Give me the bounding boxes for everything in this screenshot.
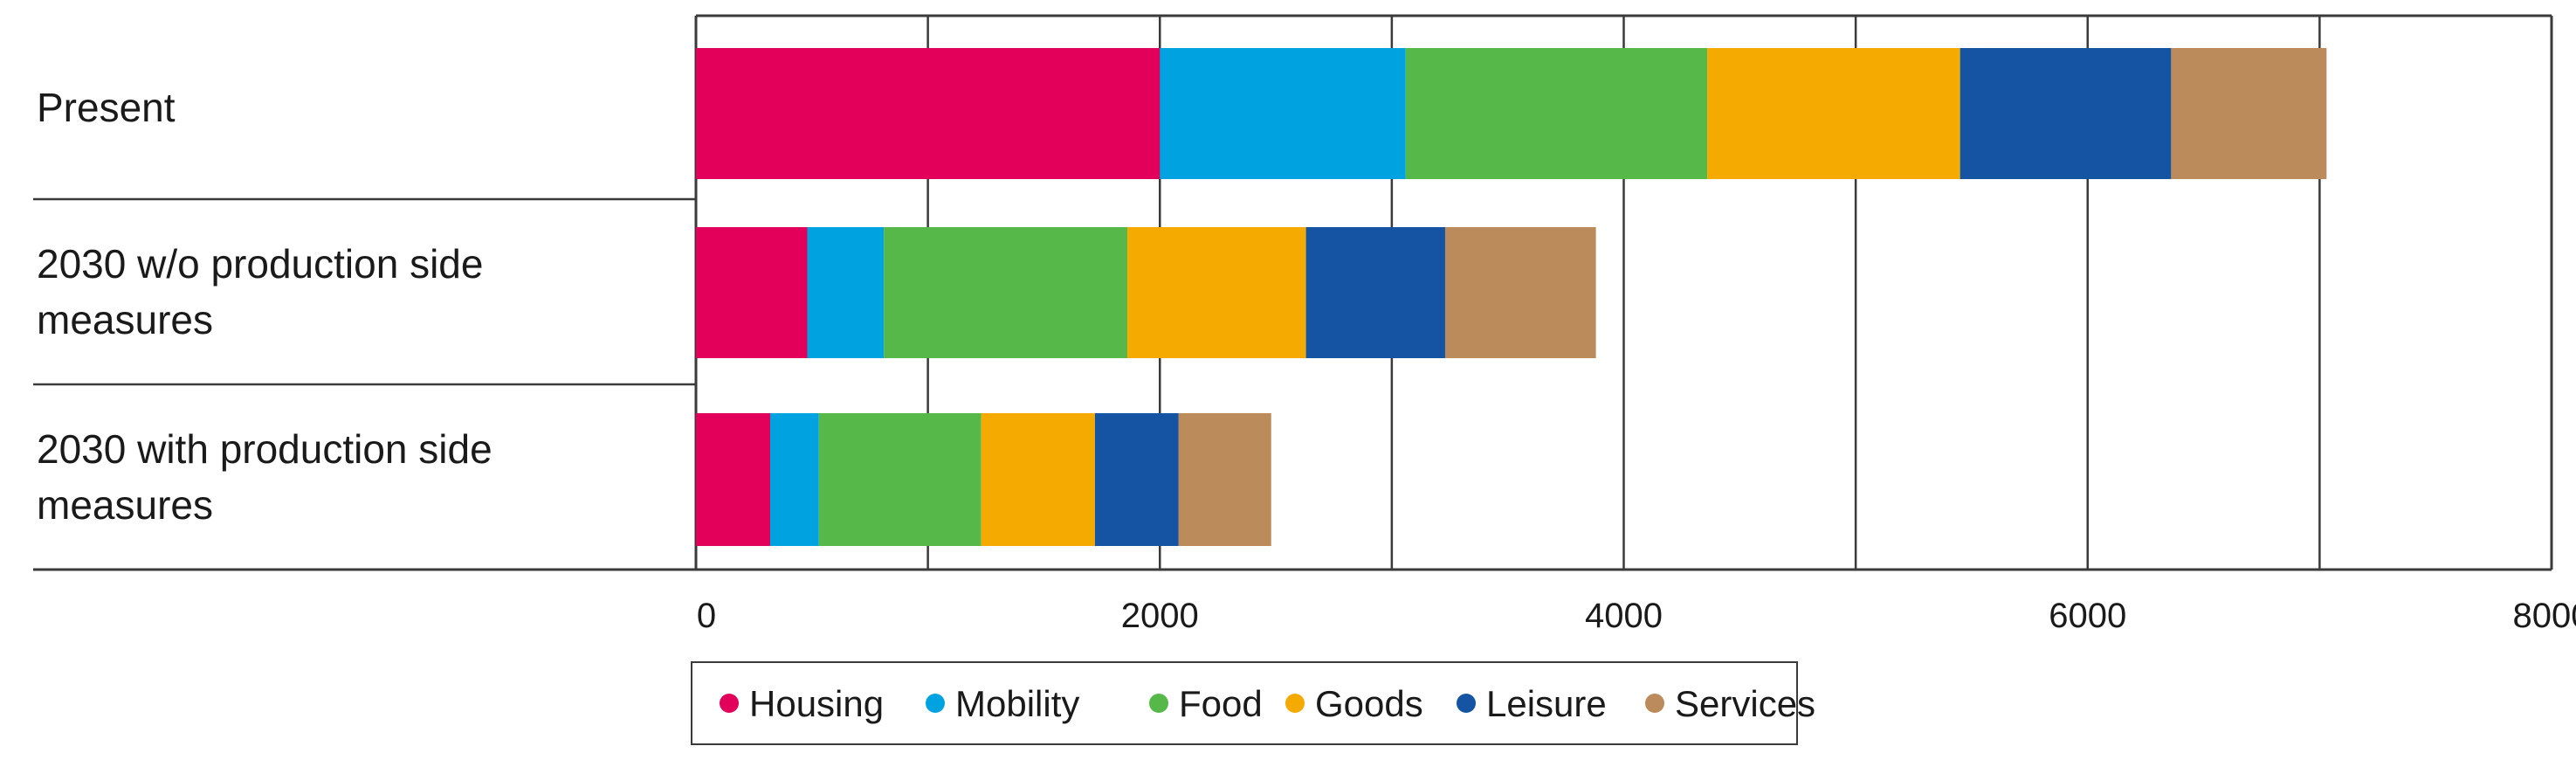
bar-food bbox=[818, 413, 981, 546]
bar-services bbox=[1178, 413, 1271, 546]
bar-services bbox=[2171, 48, 2327, 179]
legend-swatch-housing bbox=[720, 694, 739, 713]
legend-swatch-goods bbox=[1285, 694, 1305, 713]
legend-label-housing: Housing bbox=[749, 683, 884, 724]
bar-leisure bbox=[1305, 227, 1445, 358]
legend-label-mobility: Mobility bbox=[955, 683, 1079, 724]
bar-food bbox=[884, 227, 1128, 358]
legend bbox=[691, 661, 1798, 745]
bar-housing bbox=[696, 227, 808, 358]
legend-label-leisure: Leisure bbox=[1486, 683, 1607, 724]
bar-goods bbox=[1127, 227, 1306, 358]
bar-mobility bbox=[1160, 48, 1406, 179]
bar-goods bbox=[981, 413, 1095, 546]
legend-swatch-services bbox=[1645, 694, 1664, 713]
bar-housing bbox=[696, 48, 1161, 179]
category-label: 2030 with production side measures bbox=[37, 426, 492, 528]
tick-label: 0 bbox=[697, 597, 716, 635]
category-label: 2030 w/o production side measures bbox=[37, 241, 483, 342]
bar-leisure bbox=[1094, 413, 1179, 546]
legend-swatch-leisure bbox=[1457, 694, 1476, 713]
bar-food bbox=[1405, 48, 1708, 179]
bar-mobility bbox=[807, 227, 885, 358]
tick-label: 2000 bbox=[1121, 597, 1199, 635]
category-label: Present bbox=[37, 85, 176, 130]
legend-label-services: Services bbox=[1675, 683, 1815, 724]
tick-label: 6000 bbox=[2049, 597, 2126, 635]
bar-leisure bbox=[1960, 48, 2172, 179]
tick-label: 8000 bbox=[2513, 597, 2576, 635]
bar-services bbox=[1444, 227, 1596, 358]
bar-housing bbox=[696, 413, 770, 546]
bar-goods bbox=[1707, 48, 1960, 179]
legend-swatch-mobility bbox=[926, 694, 945, 713]
tick-label: 4000 bbox=[1585, 597, 1663, 635]
bar-mobility bbox=[770, 413, 819, 546]
legend-swatch-food bbox=[1149, 694, 1168, 713]
legend-label-goods: Goods bbox=[1315, 683, 1423, 724]
legend-label-food: Food bbox=[1179, 683, 1263, 724]
